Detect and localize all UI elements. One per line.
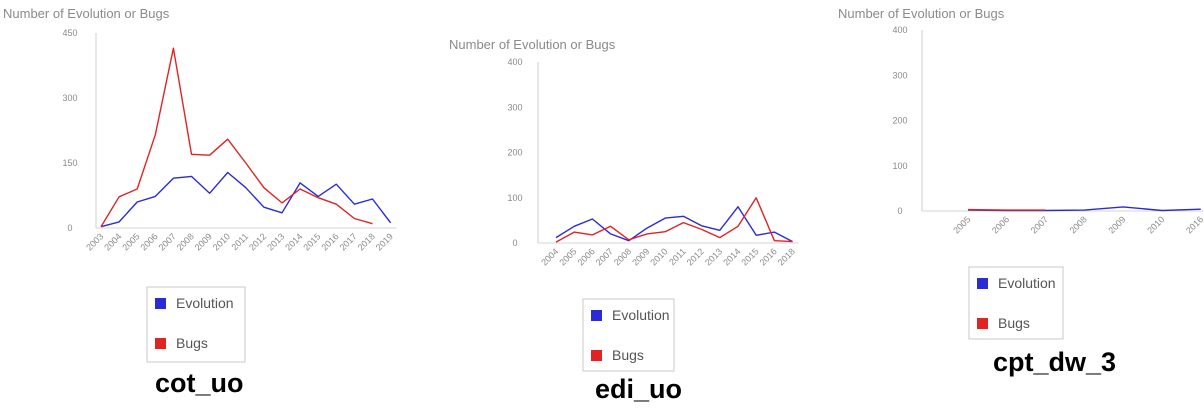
legend-swatch-evolution [977,278,988,289]
series-line-evolution [555,206,793,243]
y-tick-label: 400 [892,25,907,35]
legend-label-evolution: Evolution [998,275,1056,291]
legend: Evolution Bugs [968,266,1064,340]
y-tick-label: 300 [62,93,77,103]
x-tick-label: 2016 [319,231,340,252]
y-tick-label: 450 [62,28,77,38]
x-tick-label: 2009 [630,246,651,267]
x-tick-label: 2009 [1106,214,1127,235]
chart-cot_uo: Number of Evolution or Bugs 450 300 150 0 200… [3,6,397,398]
x-tick-label: 2013 [703,246,724,267]
y-tick-label: 200 [892,116,907,126]
x-tick-label: 2012 [685,246,706,267]
x-tick-label: 2016 [1184,214,1204,235]
legend-swatch-bugs [977,318,988,329]
y-axis-title: Number of Evolution or Bugs [3,6,170,21]
x-tick-label: 2003 [84,231,105,252]
x-tick-label: 2011 [229,231,250,252]
series-line-evolution [100,171,392,228]
legend-swatch-bugs [155,338,166,349]
x-tick-label: 2005 [557,246,578,267]
x-tick-label: 2010 [1145,214,1166,235]
y-tick-label: 300 [892,70,907,80]
chart-caption: cot_uo [155,368,244,398]
y-tick-label: 100 [892,161,907,171]
x-tick-label: 2019 [374,231,395,252]
x-tick-label: 2008 [1068,214,1089,235]
x-tick-label: 2004 [539,246,560,267]
x-tick-label: 2008 [175,231,196,252]
x-tick-label: 2014 [721,246,742,267]
y-tick-label: 300 [507,102,522,112]
y-tick-label: 200 [507,148,522,158]
y-axis-title: Number of Evolution or Bugs [449,37,616,52]
x-tick-label: 2006 [990,214,1011,235]
legend-label-bugs: Bugs [998,315,1030,331]
x-tick-label: 2006 [138,231,159,252]
x-tick-label: 2007 [157,231,178,252]
legend-swatch-evolution [591,310,602,321]
chart-edi_uo: Number of Evolution or Bugs 400 300 200 100 0… [449,37,799,404]
y-tick-label: 400 [507,57,522,67]
legend-label-evolution: Evolution [612,307,670,323]
x-tick-label: 2010 [211,231,232,252]
x-tick-label: 2008 [612,246,633,267]
x-tick-label: 2009 [193,231,214,252]
legend-swatch-evolution [155,298,166,309]
legend: Evolution Bugs [582,298,675,372]
series-line-bugs [100,47,373,228]
x-tick-label: 2016 [758,246,779,267]
y-tick-label: 0 [512,238,517,248]
legend-swatch-bugs [591,350,602,361]
x-tick-label: 2004 [102,231,123,252]
x-tick-label: 2005 [120,231,141,252]
x-tick-label: 2018 [356,231,377,252]
x-tick-label: 2006 [576,246,597,267]
x-tick-label: 2005 [951,214,972,235]
x-tick-label: 2011 [667,246,688,267]
legend-label-evolution: Evolution [176,295,234,311]
x-tick-label: 2015 [739,246,760,267]
y-tick-label: 0 [67,223,72,233]
x-tick-label: 2010 [648,246,669,267]
x-tick-label: 2015 [301,231,322,252]
legend-label-bugs: Bugs [612,347,644,363]
chart-cpt_dw_3: Number of Evolution or Bugs 400 300 200 100 0… [838,6,1204,377]
y-axis-title: Number of Evolution or Bugs [838,6,1005,21]
x-tick-label: 2012 [247,231,268,252]
x-tick-label: 2017 [338,231,359,252]
x-tick-label: 2013 [265,231,286,252]
chart-caption: cpt_dw_3 [993,347,1116,377]
x-tick-label: 2014 [283,231,304,252]
x-tick-label: 2007 [1029,214,1050,235]
series-line-bugs [555,197,793,243]
legend-label-bugs: Bugs [176,335,208,351]
series-line-bugs [967,208,1046,211]
legend: Evolution Bugs [146,286,246,363]
x-tick-label: 2007 [594,246,615,267]
chart-caption: edi_uo [595,374,682,404]
y-tick-label: 0 [897,206,902,216]
x-tick-label: 2018 [776,246,797,267]
y-tick-label: 150 [62,158,77,168]
y-tick-label: 100 [507,193,522,203]
